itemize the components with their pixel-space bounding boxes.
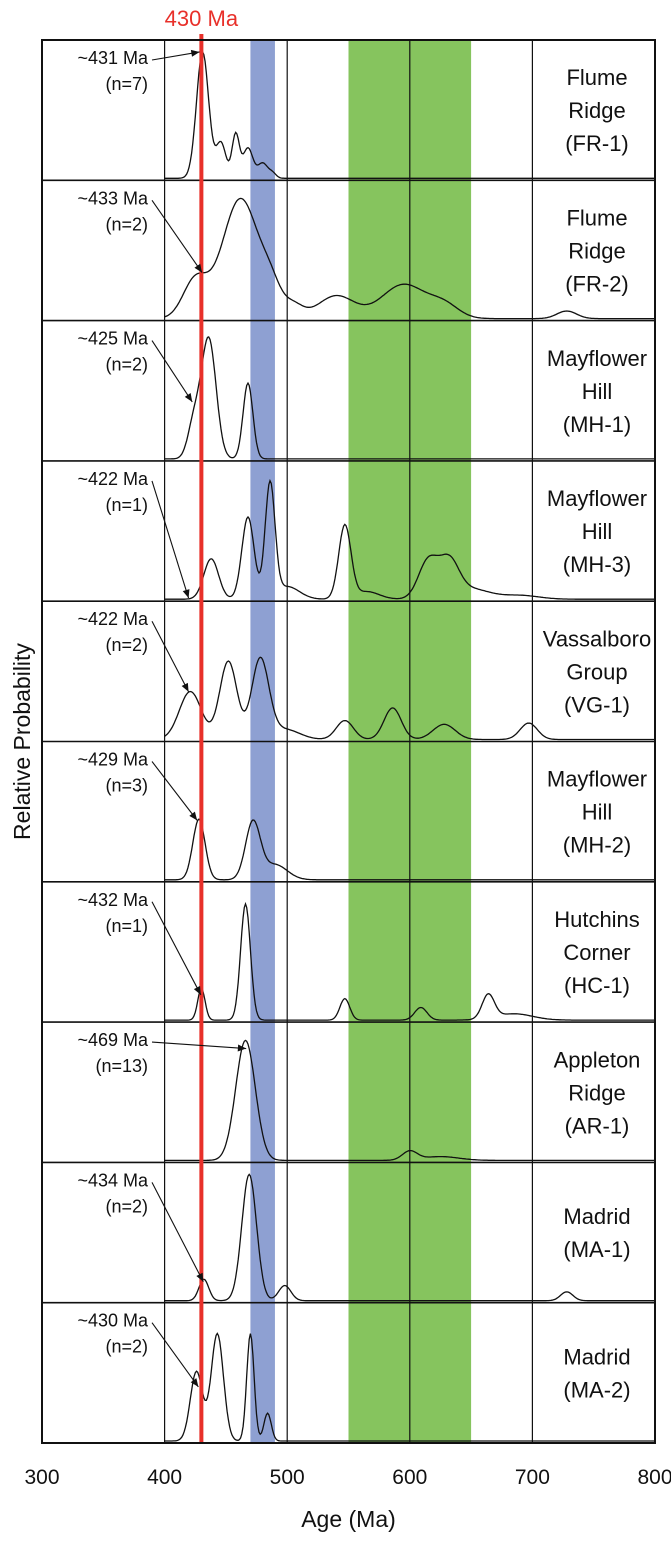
annotation-3-arrowhead: [184, 393, 193, 402]
panel-separators: [42, 179, 655, 1304]
curve-10: [164, 1332, 655, 1442]
annotation-6-age: ~429 Ma: [77, 750, 149, 770]
annotation-6-arrowhead: [189, 811, 198, 821]
annotation-3-arrow: [151, 340, 193, 403]
axes-text: 300 400 500 600 700 800 Age (Ma) Relative Proba…: [9, 643, 671, 1532]
annotation-4-age: ~422 Ma: [77, 469, 149, 489]
panel-4-label-line-3: (MH-3): [563, 552, 631, 577]
curve-9: [164, 1173, 655, 1302]
panel-1-label-line-2: Ridge: [568, 98, 625, 123]
annotation-10-arrowhead: [190, 1378, 199, 1387]
annotation-7-age: ~432 Ma: [77, 890, 149, 910]
panel-1-label-line-3: (FR-1): [565, 131, 629, 156]
panel-2-label-line-1: Flume: [566, 205, 627, 230]
panel-labels: Flume Ridge (FR-1) Flume Ridge (FR-2) Mayflowe…: [543, 65, 651, 1402]
panel-8-label-line-1: Appleton: [554, 1047, 641, 1072]
panel-9-label-line-1: Madrid: [563, 1204, 630, 1229]
reference-line-group: 430 Ma: [165, 6, 239, 1443]
annotation-4-arrow: [151, 480, 190, 599]
panel-9-label-line-2: (MA-1): [563, 1237, 630, 1262]
peak-annotations: ~431 Ma (n=7) ~433 Ma (n=2) ~425 Ma (n=2) ~422…: [77, 48, 247, 1388]
panel-10-label-line-2: (MA-2): [563, 1377, 630, 1402]
probability-curves: [164, 50, 655, 1442]
curve-7: [164, 901, 655, 1021]
panel-5-label-line-3: (VG-1): [564, 692, 630, 717]
x-tick-label-500: 500: [270, 1466, 305, 1489]
annotation-9-count: (n=2): [105, 1196, 148, 1216]
annotation-10-count: (n=2): [105, 1337, 148, 1357]
annotation-4-count: (n=1): [105, 495, 148, 515]
curve-4: [164, 478, 655, 600]
panel-4-label-line-2: Hill: [582, 519, 613, 544]
annotation-5-count: (n=2): [105, 635, 148, 655]
annotation-6-count: (n=3): [105, 776, 148, 796]
annotation-8-count: (n=13): [95, 1056, 148, 1076]
panel-2-label-line-3: (FR-2): [565, 271, 629, 296]
plot-border: [41, 39, 656, 1444]
x-tick-label-700: 700: [515, 1466, 550, 1489]
x-tick-label-800: 800: [637, 1466, 671, 1489]
annotation-1-arrowhead: [190, 49, 200, 57]
annotation-1-age: ~431 Ma: [77, 48, 149, 68]
panel-5-label-line-2: Group: [566, 659, 627, 684]
annotation-4-arrowhead: [182, 589, 190, 599]
plot-frame: [41, 39, 656, 1444]
annotation-3-age: ~425 Ma: [77, 329, 149, 349]
panel-7-label-line-3: (HC-1): [564, 973, 630, 998]
panel-5-label-line-1: Vassalboro: [543, 626, 651, 651]
annotation-10-age: ~430 Ma: [77, 1311, 149, 1331]
curve-6: [164, 818, 655, 881]
panel-10-label-line-1: Madrid: [563, 1344, 630, 1369]
annotation-8-arrow: [151, 1041, 247, 1050]
panel-6-label-line-2: Hill: [582, 800, 613, 825]
annotation-7-arrow: [151, 901, 202, 996]
annotation-2-arrowhead: [194, 263, 203, 273]
annotation-7-count: (n=1): [105, 916, 148, 936]
annotation-2-age: ~433 Ma: [77, 188, 149, 208]
annotation-9-arrow: [151, 1182, 204, 1283]
annotation-9-arrowhead: [196, 1272, 204, 1282]
annotation-2-arrow: [151, 199, 203, 273]
curve-1: [164, 50, 655, 179]
panel-4-label-line-1: Mayflower: [547, 486, 647, 511]
panel-1-label-line-1: Flume: [566, 65, 627, 90]
annotation-5-arrow: [151, 620, 190, 693]
curve-3: [164, 336, 655, 460]
y-axis-title: Relative Probability: [9, 643, 35, 840]
x-tick-label-400: 400: [147, 1466, 182, 1489]
panel-6-label-line-1: Mayflower: [547, 767, 647, 792]
curve-8: [164, 1039, 655, 1162]
panel-6-label-line-3: (MH-2): [563, 833, 631, 858]
annotation-7-arrowhead: [193, 985, 201, 995]
annotation-10-arrow: [151, 1322, 199, 1388]
panel-8-label-line-3: (AR-1): [565, 1113, 630, 1138]
annotation-6-arrow: [151, 761, 198, 821]
annotation-8-age: ~469 Ma: [77, 1030, 149, 1050]
annotation-9-age: ~434 Ma: [77, 1170, 149, 1190]
panel-3-label-line-2: Hill: [582, 379, 613, 404]
panel-7-label-line-1: Hutchins: [554, 907, 640, 932]
x-tick-label-600: 600: [392, 1466, 427, 1489]
reference-line-label: 430 Ma: [165, 6, 239, 31]
curve-5: [164, 656, 655, 741]
x-tick-label-300: 300: [24, 1466, 59, 1489]
panel-7-label-line-2: Corner: [563, 940, 630, 965]
curve-2: [164, 197, 655, 320]
panel-3-label-line-1: Mayflower: [547, 346, 647, 371]
annotation-1-count: (n=7): [105, 74, 148, 94]
panel-8-label-line-2: Ridge: [568, 1080, 625, 1105]
x-axis-title: Age (Ma): [301, 1506, 396, 1532]
annotation-5-arrowhead: [181, 682, 189, 692]
annotation-3-count: (n=2): [105, 355, 148, 375]
panel-3-label-line-3: (MH-1): [563, 412, 631, 437]
annotation-5-age: ~422 Ma: [77, 609, 149, 629]
panel-2-label-line-2: Ridge: [568, 238, 625, 263]
annotation-8-arrowhead: [237, 1044, 247, 1052]
annotation-2-count: (n=2): [105, 214, 148, 234]
